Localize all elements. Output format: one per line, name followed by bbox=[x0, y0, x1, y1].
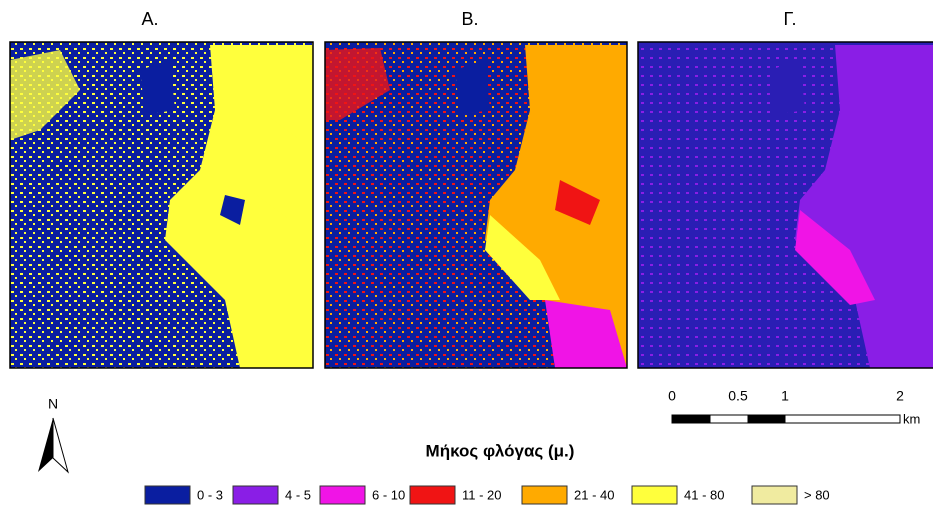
legend-swatch bbox=[631, 485, 678, 505]
legend-swatch bbox=[319, 485, 366, 505]
legend-label: 41 - 80 bbox=[684, 487, 724, 502]
legend-swatch bbox=[144, 485, 191, 505]
legend: 0 - 3 4 - 5 6 - 10 11 - 20 21 - 40 41 - 80 > 8… bbox=[144, 485, 830, 505]
north-arrow bbox=[52, 417, 69, 474]
legend-label: 21 - 40 bbox=[574, 487, 614, 502]
panel-label: Α. bbox=[141, 9, 158, 29]
legend-swatch bbox=[751, 485, 798, 505]
panel-label: Β. bbox=[461, 9, 478, 29]
scale-unit: km bbox=[903, 411, 920, 426]
scale-label: 1 bbox=[781, 388, 789, 404]
scale-bar bbox=[671, 414, 901, 424]
legend-title: Μήκος φλόγας (μ.) bbox=[426, 441, 575, 460]
scale-label: 0.5 bbox=[728, 388, 748, 404]
legend-swatch bbox=[521, 485, 568, 505]
panel-label: Γ. bbox=[784, 9, 797, 29]
legend-swatch bbox=[409, 485, 456, 505]
scale-label: 2 bbox=[896, 388, 904, 404]
map-panel-b bbox=[325, 42, 627, 368]
legend-label: 6 - 10 bbox=[372, 487, 405, 502]
legend-label: > 80 bbox=[804, 487, 830, 502]
legend-label: 11 - 20 bbox=[462, 487, 502, 502]
legend-swatch bbox=[232, 485, 279, 505]
legend-label: 4 - 5 bbox=[285, 487, 311, 502]
scale-label: 0 bbox=[668, 388, 676, 404]
north-label: N bbox=[48, 396, 58, 412]
legend-label: 0 - 3 bbox=[197, 487, 223, 502]
map-panel-c bbox=[638, 42, 933, 368]
map-panel-a bbox=[10, 42, 313, 368]
north-arrow bbox=[38, 418, 53, 472]
